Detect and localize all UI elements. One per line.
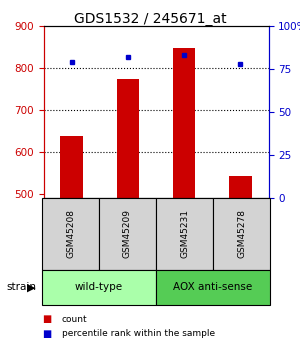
- Text: percentile rank within the sample: percentile rank within the sample: [61, 329, 214, 338]
- Text: GSM45231: GSM45231: [180, 209, 189, 258]
- Text: GSM45209: GSM45209: [123, 209, 132, 258]
- Text: ■: ■: [42, 329, 51, 339]
- Text: strain: strain: [6, 283, 36, 293]
- Bar: [173, 48, 195, 345]
- Text: GDS1532 / 245671_at: GDS1532 / 245671_at: [74, 12, 226, 26]
- Bar: [229, 176, 252, 345]
- Text: count: count: [61, 315, 87, 324]
- Text: wild-type: wild-type: [75, 283, 123, 293]
- Bar: [60, 136, 83, 345]
- Text: GSM45278: GSM45278: [237, 209, 246, 258]
- Text: AOX anti-sense: AOX anti-sense: [173, 283, 253, 293]
- Text: ■: ■: [42, 314, 51, 324]
- Bar: [117, 79, 139, 345]
- Text: GSM45208: GSM45208: [66, 209, 75, 258]
- Text: ▶: ▶: [27, 283, 36, 293]
